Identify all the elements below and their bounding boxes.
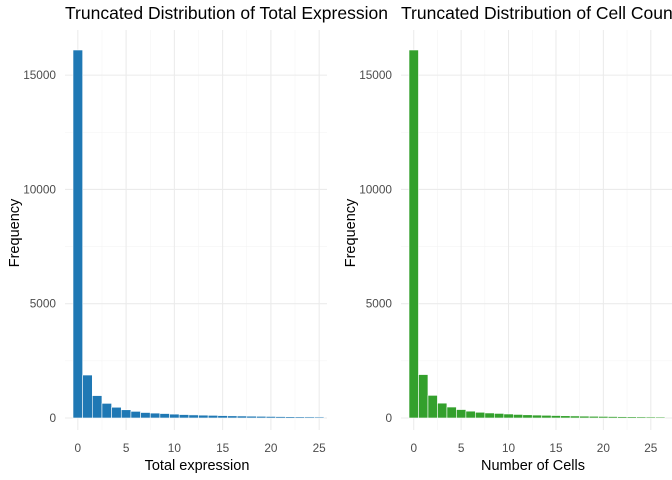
y-tick-label: 15000	[359, 68, 392, 82]
histogram-bar	[446, 406, 457, 419]
histogram-bar	[120, 409, 132, 419]
right-chart-title: Truncated Distribution of Cell Counts	[401, 3, 672, 23]
histogram-bar	[484, 412, 495, 419]
histogram-bar	[207, 415, 219, 419]
histogram-bar	[246, 415, 257, 419]
histogram-bar	[82, 374, 93, 419]
histogram-bar	[598, 416, 609, 419]
left-y-axis-title: Frequency	[7, 198, 23, 267]
histogram-bar	[531, 414, 543, 419]
histogram-bar	[130, 411, 141, 419]
histogram-bar	[285, 416, 296, 419]
histogram-bar	[427, 395, 438, 419]
histogram-bar	[227, 415, 238, 419]
histogram-bar	[198, 414, 209, 419]
right-histogram-panel: 0 5000 10000 15000 0 5 10 15 20 25 Truncated Dist…	[343, 3, 672, 474]
histogram-bar	[456, 409, 467, 419]
left-chart-title: Truncated Distribution of Total Expressi…	[65, 3, 388, 23]
x-tick-label: 15	[549, 441, 563, 455]
x-tick-label: 25	[644, 441, 658, 455]
histogram-bar	[178, 414, 190, 419]
histogram-bar	[512, 414, 524, 419]
histogram-bar	[111, 406, 122, 419]
histogram-bar	[149, 412, 161, 419]
y-tick-label: 5000	[30, 297, 57, 311]
histogram-bar	[541, 415, 552, 419]
histogram-bar	[408, 49, 419, 419]
histogram-bar	[92, 395, 103, 419]
y-tick-label: 0	[385, 411, 392, 425]
histogram-bar	[101, 403, 112, 419]
histogram-bar	[465, 410, 476, 419]
histogram-bar	[169, 413, 180, 419]
histogram-bar	[645, 416, 656, 419]
histogram-bar	[560, 415, 571, 419]
y-tick-label: 10000	[23, 182, 56, 196]
histogram-bar	[437, 402, 448, 419]
histogram-bar	[636, 416, 647, 419]
histogram-bar	[314, 416, 325, 419]
y-tick-label: 0	[49, 411, 56, 425]
histogram-bar	[588, 415, 599, 419]
x-tick-label: 20	[597, 441, 611, 455]
histogram-bar	[256, 416, 267, 419]
histogram-bar	[569, 415, 580, 419]
x-tick-label: 15	[216, 441, 230, 455]
x-tick-label: 5	[458, 441, 465, 455]
y-tick-label: 10000	[359, 182, 392, 196]
histogram-bar	[159, 413, 170, 419]
left-x-axis-title: Total expression	[145, 458, 250, 474]
histogram-bar	[503, 413, 514, 419]
histogram-bar	[550, 415, 562, 419]
histogram-bar	[217, 415, 228, 419]
histogram-bar	[607, 416, 618, 419]
left-histogram-panel: 0 5000 10000 15000 0 5 10 15 20 25 Truncated Dist…	[7, 3, 388, 474]
histogram-bar	[579, 415, 590, 419]
x-tick-label: 5	[123, 441, 130, 455]
histogram-bar	[475, 411, 486, 419]
histogram-bar	[304, 416, 315, 419]
histogram-bar	[140, 412, 151, 419]
y-tick-label: 15000	[23, 68, 56, 82]
right-y-axis-title: Frequency	[343, 198, 359, 267]
histogram-bar	[72, 49, 83, 419]
histogram-bar	[522, 414, 533, 419]
histogram-bar	[275, 416, 286, 419]
x-tick-label: 25	[313, 441, 327, 455]
x-tick-label: 10	[502, 441, 516, 455]
x-tick-label: 10	[168, 441, 182, 455]
histogram-bar	[617, 416, 628, 419]
histogram-bar	[236, 415, 248, 419]
histogram-bar	[626, 416, 637, 419]
histogram-bar	[655, 416, 666, 419]
histogram-bar	[265, 416, 277, 419]
x-tick-label: 0	[75, 441, 82, 455]
y-tick-label: 5000	[366, 297, 393, 311]
histogram-bar	[188, 414, 199, 419]
x-tick-label: 20	[264, 441, 278, 455]
x-tick-label: 0	[410, 441, 417, 455]
right-x-axis-title: Number of Cells	[481, 458, 585, 474]
histogram-bar	[294, 416, 305, 419]
histogram-bar	[494, 413, 505, 419]
histogram-bar	[418, 374, 429, 419]
